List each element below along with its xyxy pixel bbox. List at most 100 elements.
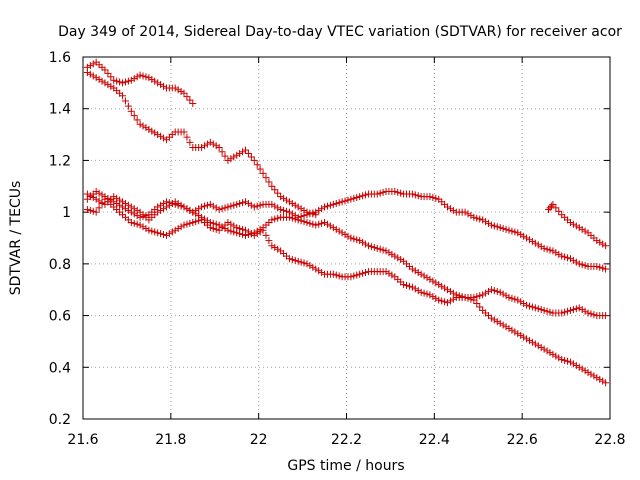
data-point — [517, 331, 525, 339]
data-point — [564, 357, 572, 365]
data-point — [291, 201, 299, 209]
data-point — [547, 202, 555, 210]
data-point — [218, 205, 226, 213]
data-point — [83, 206, 91, 214]
data-point — [452, 291, 460, 299]
data-point — [206, 200, 214, 208]
data-point — [274, 214, 282, 222]
data-point — [578, 365, 586, 373]
data-point — [449, 206, 457, 214]
data-point — [444, 203, 452, 211]
data-point — [555, 354, 563, 362]
data-point — [121, 205, 129, 213]
data-point — [464, 294, 472, 302]
data-point — [168, 228, 176, 236]
data-point — [160, 82, 168, 90]
data-point — [124, 206, 132, 214]
data-point — [397, 189, 405, 197]
data-point — [476, 292, 484, 300]
data-point — [484, 287, 492, 295]
data-point — [379, 246, 387, 254]
data-point — [288, 200, 296, 208]
data-point — [107, 196, 115, 204]
data-point — [119, 92, 127, 100]
data-point — [189, 218, 197, 226]
x-tick-label: 21.6 — [67, 432, 98, 448]
data-point — [192, 210, 200, 218]
chart-title: Day 349 of 2014, Sidereal Day-to-day VTE… — [58, 24, 622, 40]
data-point — [145, 125, 153, 133]
data-point — [581, 307, 589, 315]
data-point — [444, 299, 452, 307]
data-point — [590, 311, 598, 319]
data-point — [520, 333, 528, 341]
data-point — [300, 259, 308, 267]
data-point — [104, 194, 112, 202]
data-point — [168, 200, 176, 208]
data-point — [593, 374, 601, 382]
data-point — [584, 309, 592, 317]
data-point — [315, 206, 323, 214]
data-point — [268, 242, 276, 250]
data-point — [244, 231, 252, 239]
data-point — [136, 221, 144, 229]
data-point — [385, 269, 393, 277]
data-point — [121, 97, 129, 105]
data-point — [537, 343, 545, 351]
data-point — [86, 62, 94, 70]
data-point — [186, 138, 194, 146]
data-point — [227, 202, 235, 210]
data-point — [133, 220, 141, 228]
data-point — [157, 230, 165, 238]
data-point — [250, 229, 258, 237]
data-point — [165, 230, 173, 238]
data-point — [584, 368, 592, 376]
data-point — [285, 213, 293, 221]
data-point — [265, 237, 273, 245]
data-point — [338, 198, 346, 206]
data-point — [525, 337, 533, 345]
data-point — [277, 193, 285, 201]
data-point — [113, 200, 121, 208]
data-point — [174, 225, 182, 233]
data-point — [203, 201, 211, 209]
data-point — [294, 257, 302, 265]
x-tick-label: 22.6 — [507, 432, 538, 448]
data-point — [239, 231, 247, 239]
data-point — [127, 218, 135, 226]
data-point — [177, 202, 185, 210]
data-point — [344, 196, 352, 204]
data-point — [458, 293, 466, 301]
data-point — [546, 204, 554, 212]
data-point — [282, 196, 290, 204]
y-tick-label: 1 — [62, 205, 71, 221]
plot-frame — [82, 56, 611, 420]
data-point — [309, 263, 317, 271]
data-point — [154, 131, 162, 139]
data-point — [546, 308, 554, 316]
data-point — [177, 223, 185, 231]
data-point — [104, 81, 112, 89]
data-point — [271, 186, 279, 194]
data-point — [335, 227, 343, 235]
data-point — [119, 79, 127, 87]
data-point — [546, 349, 554, 357]
data-point — [572, 222, 580, 230]
data-point — [221, 225, 229, 233]
data-point — [537, 243, 545, 251]
data-point — [116, 201, 124, 209]
data-point — [534, 305, 542, 313]
data-point — [201, 202, 209, 210]
data-point — [552, 204, 560, 212]
data-point — [353, 236, 361, 244]
data-point — [230, 153, 238, 161]
data-point — [359, 238, 367, 246]
data-point — [139, 122, 147, 130]
data-point — [171, 200, 179, 208]
data-point — [165, 199, 173, 207]
data-point — [157, 81, 165, 89]
y-tick-label: 0.8 — [49, 257, 71, 273]
data-point — [98, 200, 106, 208]
data-point — [599, 264, 607, 272]
data-point — [221, 152, 229, 160]
